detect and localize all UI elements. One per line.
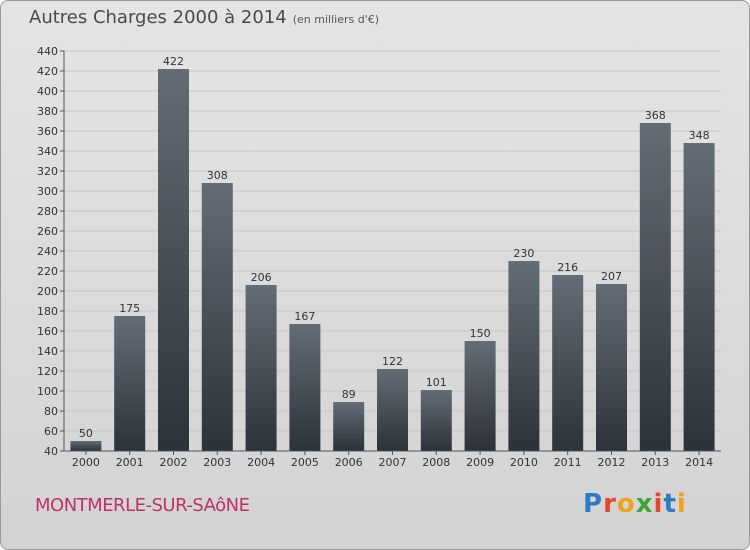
y-tick-label: 140 xyxy=(37,345,58,358)
bar xyxy=(683,143,715,451)
brand-logo: Proxiti xyxy=(583,489,687,519)
x-tick-label: 2005 xyxy=(291,456,319,469)
bar-value-label: 216 xyxy=(557,261,578,274)
bar-value-label: 207 xyxy=(601,270,622,283)
chart-title: Autres Charges 2000 à 2014 (en milliers d… xyxy=(29,7,379,28)
x-tick-label: 2011 xyxy=(554,456,582,469)
x-tick-label: 2012 xyxy=(598,456,626,469)
chart-subtitle: (en milliers d'€) xyxy=(292,13,380,26)
y-axis: 40 60 80 100 120 140 160 180 200 220 240 260 280 300 3… xyxy=(37,45,65,458)
bar xyxy=(596,284,627,451)
x-axis: 2000 2001 2002 2003 2004 2005 2006 2007 2008 2009… xyxy=(64,450,721,469)
bar xyxy=(70,441,102,451)
y-tick-label: 400 xyxy=(37,85,58,98)
y-tick-label: 260 xyxy=(37,225,58,238)
town-name: MONTMERLE-SUR-SAôNE xyxy=(35,495,250,516)
x-tick-label: 2009 xyxy=(466,456,494,469)
x-tick-label: 2000 xyxy=(72,456,100,469)
y-tick-label: 320 xyxy=(37,165,58,178)
bar-value-label: 167 xyxy=(294,310,315,323)
y-tick-label: 240 xyxy=(37,245,58,258)
brand-letter: P xyxy=(583,489,604,519)
bar xyxy=(464,341,496,451)
x-tick-label: 2007 xyxy=(379,456,407,469)
bar xyxy=(377,369,408,451)
brand-letter: x xyxy=(635,489,654,519)
bar-value-label: 308 xyxy=(207,169,228,182)
y-tick-label: 360 xyxy=(37,125,58,138)
bar-value-label: 175 xyxy=(119,302,140,315)
bar-value-label: 122 xyxy=(382,355,403,368)
y-tick-label: 120 xyxy=(37,365,58,378)
brand-letter: o xyxy=(616,489,636,519)
y-tick-label: 340 xyxy=(37,145,58,158)
bar xyxy=(420,390,452,451)
y-tick-label: 160 xyxy=(37,325,58,338)
bar-value-label: 206 xyxy=(251,271,272,284)
brand-letter: r xyxy=(603,489,617,519)
bar-value-label: 348 xyxy=(689,129,710,142)
y-tick-label: 200 xyxy=(37,285,58,298)
x-tick-label: 2008 xyxy=(422,456,450,469)
y-tick-label: 80 xyxy=(44,405,58,418)
x-tick-label: 2014 xyxy=(685,456,713,469)
y-tick-label: 300 xyxy=(37,185,58,198)
bar xyxy=(201,183,233,451)
y-tick-label: 440 xyxy=(37,45,58,58)
bar xyxy=(552,275,584,451)
y-tick-label: 40 xyxy=(44,445,58,458)
y-tick-label: 280 xyxy=(37,205,58,218)
bar-value-label: 230 xyxy=(513,247,534,260)
bar-value-label: 50 xyxy=(79,427,93,440)
x-tick-label: 2013 xyxy=(641,456,669,469)
x-tick-label: 2006 xyxy=(335,456,363,469)
bar xyxy=(114,316,146,451)
y-tick-label: 380 xyxy=(37,105,58,118)
bar xyxy=(245,285,277,451)
chart-title-text: Autres Charges 2000 à 2014 xyxy=(29,7,287,28)
brand-letter: i xyxy=(653,489,664,519)
brand-letter: t xyxy=(663,489,677,519)
bar-value-label: 150 xyxy=(470,327,491,340)
brand-letter: i xyxy=(676,489,687,519)
x-tick-label: 2004 xyxy=(247,456,275,469)
bar-value-label: 368 xyxy=(645,109,666,122)
y-tick-label: 420 xyxy=(37,65,58,78)
bar-value-label: 101 xyxy=(426,376,447,389)
x-tick-label: 2003 xyxy=(203,456,231,469)
bar-value-label: 89 xyxy=(342,388,356,401)
bar-value-label: 422 xyxy=(163,55,184,68)
x-tick-label: 2002 xyxy=(160,456,188,469)
bar xyxy=(639,123,671,451)
bar xyxy=(158,69,189,451)
bar xyxy=(289,324,321,451)
x-tick-label: 2010 xyxy=(510,456,538,469)
bar xyxy=(508,261,540,451)
y-tick-label: 180 xyxy=(37,305,58,318)
y-tick-label: 220 xyxy=(37,265,58,278)
y-tick-label: 60 xyxy=(44,425,58,438)
bars: 50 175 422 308 206 167 89 122 101 150 230 216 207 368… xyxy=(70,55,715,451)
y-tick-label: 100 xyxy=(37,385,58,398)
bar xyxy=(333,402,365,451)
x-tick-label: 2001 xyxy=(116,456,144,469)
